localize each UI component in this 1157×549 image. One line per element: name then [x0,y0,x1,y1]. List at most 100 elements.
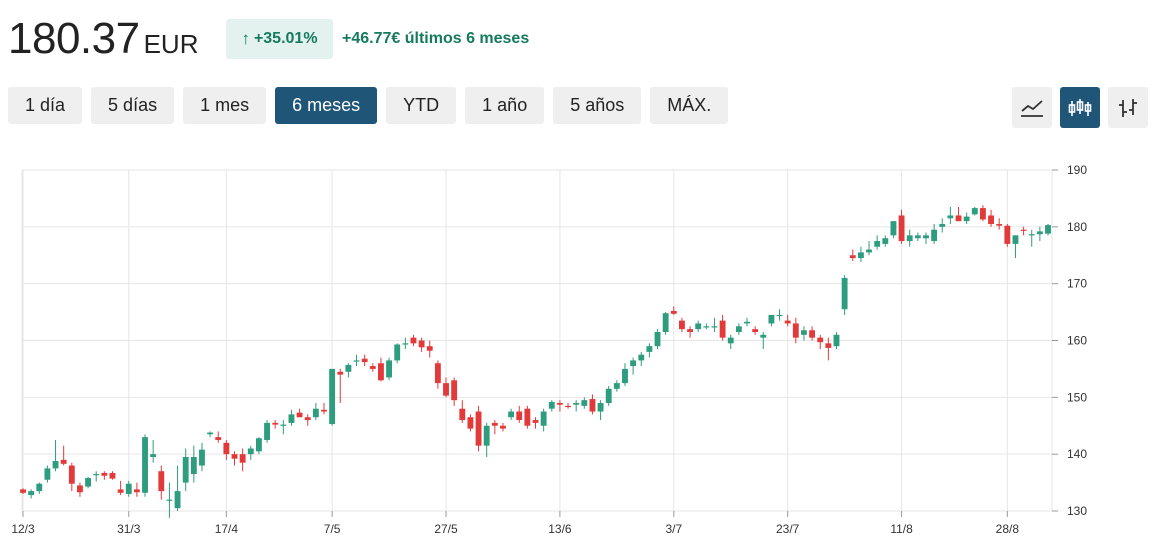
x-tick-label: 27/5 [434,522,458,536]
candle-body [44,468,51,480]
candle-body [548,401,555,409]
candle-body [264,422,270,440]
candle-body [703,326,710,328]
range-button-max[interactable]: MÁX. [650,87,729,124]
candle-body [573,403,580,405]
candle-body [451,380,458,401]
candle-body [52,460,59,469]
candle-body [752,329,759,332]
candle-body [1012,235,1019,244]
candle-body [296,412,303,418]
y-tick-label: 160 [1067,334,1087,348]
price-display: 180.37 EUR [8,14,198,64]
candle-body [199,449,205,466]
candle-body [321,409,327,412]
candle-body [670,310,677,314]
candle-body [955,215,962,222]
candle-body [125,483,132,494]
candle-body [695,323,702,330]
candle-body [434,363,441,384]
candle-body [947,215,954,219]
candle-body [68,465,75,484]
candle-body [239,454,246,463]
candle-body [402,343,409,345]
candle-body [410,337,417,344]
candle-body [60,459,67,464]
candle-body [817,337,824,343]
candle-body [662,313,669,332]
range-selector: 1 día 5 días 1 mes 6 meses YTD 1 año 5 a… [8,87,729,124]
ohlc-view-button[interactable] [1108,87,1148,128]
candle-body [20,489,26,493]
candlestick-view-button[interactable] [1060,87,1100,128]
line-chart-icon [1021,99,1043,117]
range-button-1d[interactable]: 1 día [8,87,83,124]
range-button-1m[interactable]: 1 mes [183,87,267,124]
candlestick-chart-icon [1068,98,1092,116]
candle-body [638,354,645,361]
candle-body [768,314,775,324]
candle-body [996,223,1003,226]
candle-body [866,249,872,253]
candle-body [500,425,506,429]
candle-body [711,326,718,328]
change-amount-text: +46.77€ últimos 6 meses [342,30,530,47]
change-badge: ↑ +35.01% [226,19,333,59]
candle-body [280,424,287,426]
candle-body [857,252,864,259]
candle-body [735,326,742,332]
candle-body [939,223,946,227]
candle-body [914,235,921,239]
range-button-1y[interactable]: 1 año [465,87,545,124]
candle-body [784,320,791,324]
candle-body [963,216,970,222]
candle-body [898,215,905,242]
candle-body [923,235,929,239]
candle-body [483,425,490,446]
candle-body [329,368,336,425]
candle-body [654,331,661,347]
candle-body [247,448,254,455]
range-button-ytd[interactable]: YTD [386,87,457,124]
candle-body [207,432,214,435]
candle-body [223,442,230,455]
candle-body [394,344,401,361]
candle-body [760,334,767,338]
candle-body [378,363,384,381]
candle-body [304,417,311,421]
candle-body [93,474,100,476]
candle-body [1036,231,1043,235]
candle-body [231,454,238,459]
x-tick-label: 7/5 [324,522,341,536]
candle-body [841,277,848,310]
candle-body [459,408,466,421]
candle-body [890,221,897,236]
candlestick-chart: 130 140 150 160 170 180 190 12/3 31/3 17/4 7/5 27/… [11,163,1087,536]
ohlc-chart-icon [1119,98,1137,117]
range-button-5d[interactable]: 5 días [91,87,175,124]
candle-body [849,255,856,259]
candle-body [182,457,189,483]
candle-body [288,414,295,423]
candle-body [166,499,173,501]
candle-body [792,323,799,338]
candle-body [1028,234,1035,236]
price-currency: EUR [143,29,199,59]
candle-body [646,346,653,352]
line-view-button[interactable] [1012,87,1052,128]
candle-body [337,371,344,375]
candle-body [833,334,840,347]
y-tick-label: 170 [1067,277,1087,291]
candle-body [36,483,43,492]
range-button-5y[interactable]: 5 años [553,87,642,124]
candle-body [133,489,140,493]
candle-body [988,215,994,224]
candle-body [361,358,368,363]
x-tick-label: 3/7 [665,522,682,536]
candle-body [508,411,515,418]
candle-body [190,457,197,475]
x-tick-label: 12/3 [11,522,35,536]
range-button-6m[interactable]: 6 meses [275,87,378,124]
candle-body [418,340,425,348]
y-tick-label: 130 [1067,504,1087,518]
